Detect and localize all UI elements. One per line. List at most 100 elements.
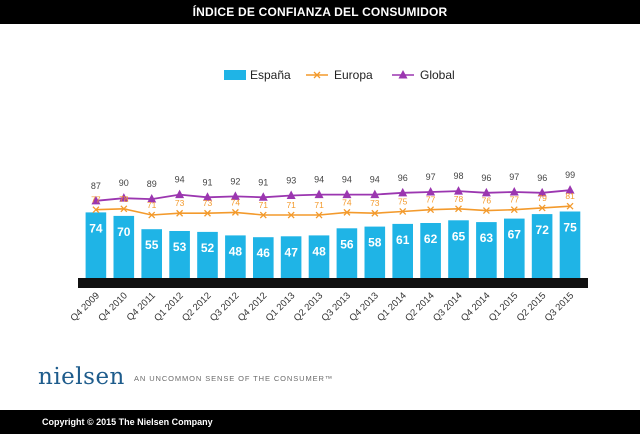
bar-espana-4 (197, 231, 218, 278)
bar-label-espana-10: 58 (368, 236, 382, 250)
marker-global-13 (454, 186, 463, 195)
label-global-17: 99 (565, 170, 575, 180)
page-title: ÍNDICE DE CONFIANZA DEL CONSUMIDOR (0, 0, 640, 24)
label-europa-11: 75 (398, 197, 408, 207)
x-tick-label-6: Q4 2012 (236, 290, 270, 324)
label-europa-1: 78 (119, 194, 129, 204)
nielsen-tagline: AN UNCOMMON SENSE OF THE CONSUMER™ (134, 374, 334, 383)
x-tick-label-1: Q4 2010 (96, 290, 130, 324)
label-europa-10: 73 (370, 198, 380, 208)
label-europa-2: 71 (147, 200, 157, 210)
legend-swatch-espana (224, 70, 246, 80)
x-tick-label-4: Q2 2012 (180, 290, 214, 324)
label-global-14: 96 (481, 173, 491, 183)
x-tick-label-3: Q1 2012 (152, 290, 186, 324)
marker-europa-6 (259, 211, 267, 219)
nielsen-logo: nielsen (38, 364, 125, 390)
bar-espana-12 (420, 223, 441, 278)
x-tick-label-5: Q3 2012 (208, 290, 242, 324)
x-tick-label-15: Q1 2015 (487, 290, 521, 324)
copyright-notice: Copyright © 2015 The Nielsen Company (0, 410, 640, 434)
bar-label-espana-3: 53 (173, 240, 187, 254)
marker-global-15 (509, 186, 519, 196)
marker-global-17 (565, 185, 575, 194)
marker-global-7 (286, 190, 296, 200)
marker-global-3 (175, 189, 185, 199)
x-tick-label-16: Q2 2015 (515, 290, 549, 324)
bar-espana-16 (531, 214, 553, 278)
bar-label-espana-2: 55 (145, 238, 159, 252)
bar-espana-3 (169, 231, 190, 278)
marker-europa-9 (343, 208, 351, 216)
marker-global-11 (398, 187, 408, 197)
label-europa-12: 77 (426, 195, 436, 205)
label-europa-7: 71 (286, 200, 296, 210)
label-global-13: 98 (453, 171, 463, 181)
label-europa-4: 73 (203, 198, 213, 208)
label-global-7: 93 (286, 176, 296, 186)
x-tick-label-9: Q3 2013 (319, 290, 353, 324)
x-tick-label-7: Q1 2013 (264, 290, 298, 324)
marker-global-1 (119, 193, 129, 202)
bar-espana-10 (364, 226, 386, 278)
bar-espana-14 (476, 222, 497, 278)
x-tick-label-2: Q4 2011 (125, 290, 158, 323)
label-global-9: 94 (342, 175, 352, 185)
x-tick-label-10: Q4 2013 (347, 290, 381, 324)
marker-europa-7 (287, 211, 295, 219)
label-global-10: 94 (370, 175, 380, 185)
bar-espana-9 (336, 228, 358, 278)
bar-espana-5 (225, 235, 246, 278)
legend-label-1: Europa (334, 68, 373, 82)
label-global-0: 87 (91, 181, 101, 191)
x-tick-label-14: Q4 2014 (459, 290, 493, 324)
marker-europa-15 (510, 206, 518, 214)
marker-europa-5 (231, 208, 239, 216)
bar-label-espana-9: 56 (340, 237, 354, 251)
bar-label-espana-11: 61 (396, 233, 410, 247)
x-tick-label-13: Q3 2014 (431, 290, 465, 324)
marker-global-12 (426, 186, 436, 196)
x-tick-label-0: Q4 2009 (68, 290, 102, 324)
marker-europa-14 (482, 207, 490, 215)
bar-espana-7 (280, 236, 302, 278)
bar-label-espana-17: 75 (563, 221, 577, 235)
marker-global-16 (537, 187, 547, 197)
bar-espana-1 (113, 215, 135, 278)
marker-europa-3 (176, 209, 184, 217)
bar-label-espana-7: 47 (285, 245, 299, 259)
bar-espana-8 (308, 235, 330, 278)
x-tick-label-17: Q3 2015 (543, 290, 577, 324)
label-global-2: 89 (147, 179, 157, 189)
marker-global-8 (314, 189, 324, 199)
label-global-6: 91 (258, 177, 268, 187)
marker-europa-2 (148, 211, 156, 219)
bar-label-espana-12: 62 (424, 232, 438, 246)
bar-espana-0 (85, 212, 107, 278)
legend-label-2: Global (420, 68, 455, 82)
label-global-11: 96 (398, 173, 408, 183)
consumer-confidence-chart: España Europa Global 74 70 55 53 52 48 46 47 48 56 5… (68, 68, 588, 324)
line-global (95, 189, 571, 202)
label-europa-8: 71 (314, 200, 324, 210)
bar-label-espana-15: 67 (508, 228, 522, 242)
marker-europa-12 (427, 206, 435, 214)
label-global-4: 91 (202, 177, 212, 187)
legend-marker-europa (313, 71, 321, 79)
marker-europa-13 (455, 205, 462, 213)
bar-label-espana-8: 48 (312, 244, 326, 258)
espana-bars (85, 211, 581, 278)
legend-label-0: España (250, 68, 291, 82)
marker-global-9 (342, 189, 352, 199)
label-europa-3: 73 (175, 198, 185, 208)
marker-global-6 (258, 192, 268, 201)
marker-europa-17 (566, 202, 574, 210)
label-europa-13: 78 (454, 194, 464, 204)
label-europa-16: 79 (537, 193, 547, 203)
bar-espana-11 (392, 223, 413, 278)
x-tick-label-8: Q2 2013 (292, 290, 326, 324)
label-global-3: 94 (175, 175, 185, 185)
chart-legend: España Europa Global (224, 68, 455, 82)
label-europa-9: 74 (342, 197, 352, 207)
bar-label-espana-0: 74 (89, 221, 103, 235)
